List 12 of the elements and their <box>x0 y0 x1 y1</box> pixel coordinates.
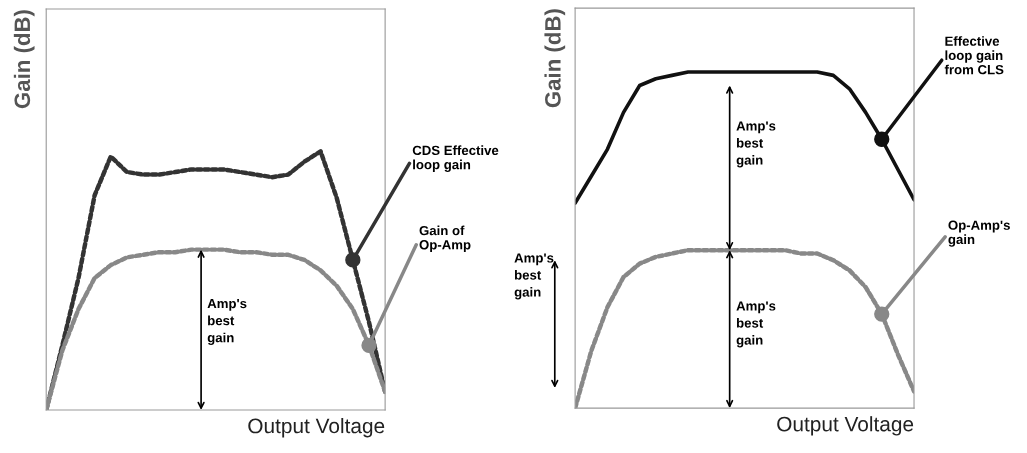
annotation: Amp's best gain <box>736 121 776 168</box>
annotation: Amp's best gain <box>736 301 776 348</box>
y-axis-title: Gain (dB) <box>13 10 35 109</box>
text: CDS Effective loop gain <box>412 145 499 172</box>
x-axis-title: Output Voltage <box>777 416 914 436</box>
text: Op-Amp's gain <box>948 220 1010 247</box>
text: Effective loop gain from CLS <box>944 36 1004 75</box>
annotation: Amp's best gain <box>207 298 247 346</box>
y-axis-title: Gain (dB) <box>544 9 566 108</box>
x-axis-title: Output Voltage <box>248 417 385 438</box>
text: Gain of Op-Amp <box>419 225 471 253</box>
text: Amp's best gain <box>514 253 554 300</box>
